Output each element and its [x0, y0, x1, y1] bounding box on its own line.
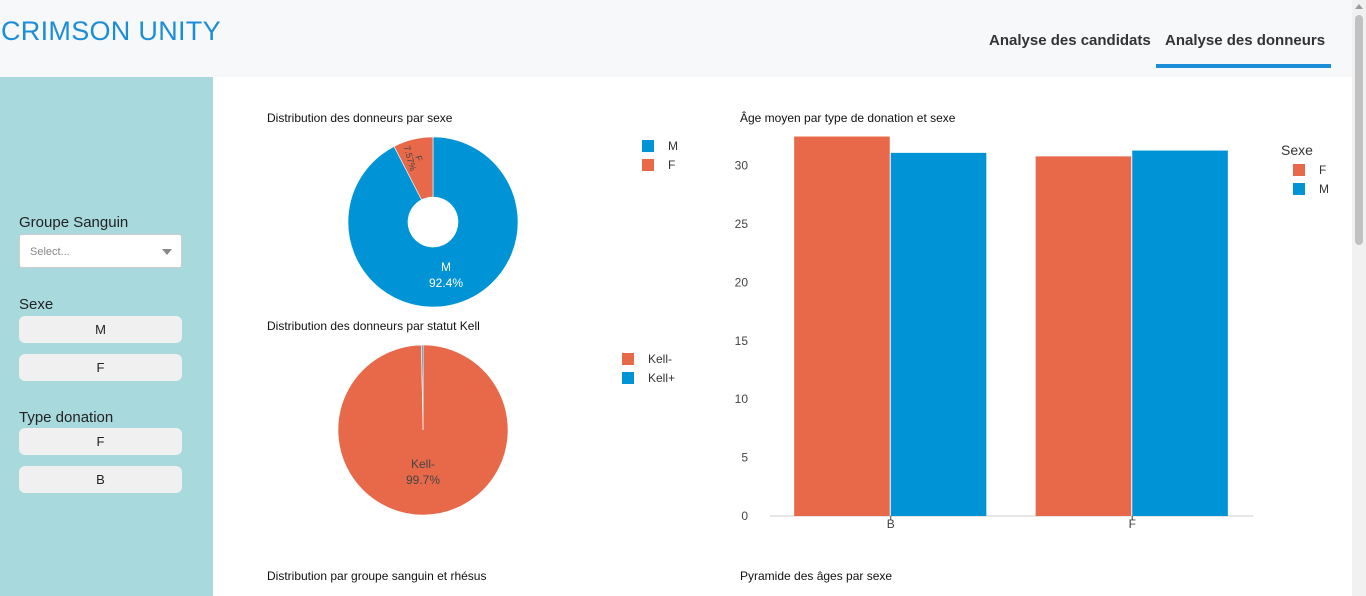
x-tick-label: B	[887, 517, 895, 531]
main-content: Distribution des donneurs par sexe Distr…	[213, 77, 1352, 596]
kell-pie-label-name: Kell-	[411, 457, 435, 471]
charts-canvas: MFM92.4%F7.57%Kell-Kell+Kell-99.7%051015…	[337, 136, 1329, 531]
sex-pie-label-f-name: F	[413, 154, 424, 162]
blood-group-select[interactable]: Select...	[19, 234, 182, 268]
bar-b-m	[890, 152, 987, 516]
y-tick-label: 5	[741, 451, 748, 465]
bar-legend-label: F	[1319, 163, 1326, 177]
sex-pie-title: Distribution des donneurs par sexe	[267, 111, 453, 125]
chevron-down-icon[interactable]	[162, 249, 172, 255]
scroll-up-icon[interactable]	[1355, 4, 1363, 9]
bar-f-m	[1132, 150, 1228, 516]
donation-button-b[interactable]: B	[19, 466, 182, 493]
kell-pie-legend-swatch	[622, 372, 634, 384]
bar-legend-swatch	[1293, 164, 1305, 176]
sex-pie-legend-swatch	[642, 140, 654, 152]
blood-group-chart-title: Distribution par groupe sanguin et rhésu…	[267, 569, 487, 583]
blood-group-label: Groupe Sanguin	[19, 214, 129, 231]
sex-pie-legend-swatch	[642, 159, 654, 171]
filter-sidebar: Groupe Sanguin Select... Sexe M F Type d…	[0, 77, 213, 596]
bar-legend-swatch	[1293, 183, 1305, 195]
y-tick-label: 30	[735, 159, 749, 173]
page-scrollbar[interactable]	[1352, 0, 1366, 596]
bar-b-f	[794, 136, 890, 516]
sex-pie-label-pct: 92.4%	[429, 276, 463, 290]
kell-pie-slice-kell	[421, 344, 424, 431]
y-tick-label: 0	[741, 509, 748, 523]
y-tick-label: 20	[735, 275, 749, 289]
y-tick-label: 10	[735, 392, 749, 406]
x-tick-label: F	[1129, 517, 1136, 531]
sex-button-f[interactable]: F	[19, 354, 182, 381]
active-tab-indicator	[1156, 64, 1331, 68]
sex-pie-slice-m	[347, 136, 519, 308]
tab-donneurs[interactable]: Analyse des donneurs	[1165, 32, 1326, 49]
scrollbar-thumb[interactable]	[1355, 15, 1363, 245]
app-title: CRIMSON UNITY	[1, 16, 221, 46]
top-header: CRIMSON UNITY Analyse des candidats Anal…	[0, 0, 1352, 77]
y-tick-label: 15	[735, 334, 749, 348]
sex-label: Sexe	[19, 296, 54, 313]
kell-pie-title: Distribution des donneurs par statut Kel…	[267, 319, 480, 333]
donation-button-f[interactable]: F	[19, 428, 182, 455]
age-pyramid-title: Pyramide des âges par sexe	[740, 569, 893, 583]
bar-f-f	[1035, 156, 1132, 516]
kell-pie-legend-label: Kell-	[648, 352, 672, 366]
bar-legend-label: M	[1319, 182, 1329, 196]
sex-pie-slice-f	[393, 136, 434, 201]
sex-pie-label-name: M	[441, 260, 451, 274]
kell-pie-legend-label: Kell+	[648, 371, 675, 385]
y-tick-label: 25	[735, 217, 749, 231]
sex-pie-legend-label: M	[668, 139, 678, 153]
donation-type-label: Type donation	[19, 409, 114, 426]
kell-pie-label-pct: 99.7%	[406, 473, 440, 487]
bar-legend-title: Sexe	[1281, 142, 1313, 158]
kell-pie-legend-swatch	[622, 353, 634, 365]
tab-candidats[interactable]: Analyse des candidats	[989, 32, 1151, 49]
blood-group-placeholder: Select...	[30, 246, 70, 258]
sex-pie-legend-label: F	[668, 158, 675, 172]
age-bar-title: Âge moyen par type de donation et sexe	[740, 111, 956, 125]
sex-button-m[interactable]: M	[19, 316, 182, 343]
